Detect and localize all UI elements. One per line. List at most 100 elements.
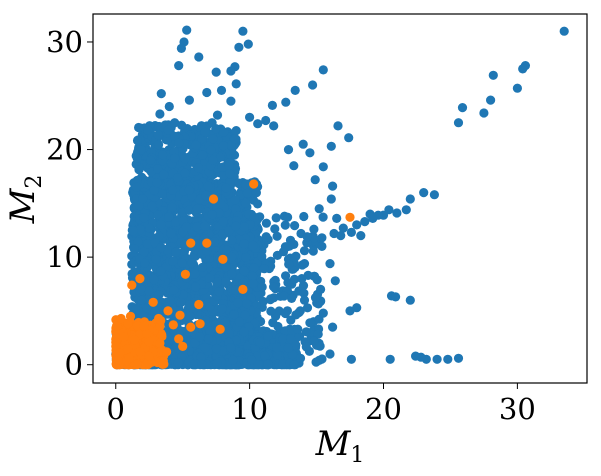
blue-point: [240, 179, 251, 190]
blue-point: [239, 222, 249, 232]
blue-point: [149, 274, 159, 285]
blue-point: [283, 343, 293, 353]
blue-point: [360, 217, 370, 227]
y-axis-label: M2: [3, 175, 47, 225]
blue-point: [283, 212, 293, 222]
blue-point: [205, 326, 215, 336]
blue-point: [241, 198, 251, 208]
blue-point: [164, 212, 174, 222]
blue-point: [241, 252, 251, 262]
blue-point: [130, 305, 140, 315]
blue-point: [140, 258, 150, 268]
blue-point: [298, 281, 309, 291]
blue-point: [208, 155, 218, 165]
blue-point: [231, 221, 241, 231]
blue-point: [290, 85, 300, 95]
blue-point: [230, 134, 240, 144]
blue-point: [248, 240, 258, 251]
orange-point: [202, 238, 212, 248]
plot-frame: [92, 13, 588, 384]
blue-point: [266, 294, 276, 304]
blue-point: [239, 266, 249, 276]
blue-point: [328, 181, 338, 191]
blue-point: [278, 359, 288, 369]
blue-point: [131, 182, 142, 192]
blue-point: [162, 135, 172, 145]
blue-point: [154, 231, 164, 241]
blue-point: [401, 205, 411, 215]
blue-point: [132, 135, 143, 146]
blue-point: [261, 115, 271, 126]
blue-point: [242, 188, 252, 198]
blue-point: [302, 303, 313, 313]
blue-point: [453, 353, 464, 363]
blue-point: [157, 189, 167, 199]
blue-point: [261, 232, 271, 242]
blue-point: [143, 125, 153, 135]
orange-point: [186, 322, 196, 332]
blue-point: [253, 360, 264, 370]
blue-point: [184, 185, 194, 195]
blue-point: [344, 133, 354, 143]
blue-point: [170, 131, 180, 141]
blue-point: [270, 224, 280, 234]
blue-point: [278, 334, 288, 344]
blue-point: [287, 293, 297, 303]
blue-point: [154, 139, 164, 150]
blue-point: [457, 103, 468, 113]
blue-point: [202, 87, 212, 98]
blue-point: [328, 322, 338, 332]
blue-point: [287, 350, 297, 360]
blue-point: [200, 221, 210, 231]
blue-point: [214, 287, 224, 297]
blue-point: [346, 354, 356, 364]
blue-point: [263, 359, 273, 369]
blue-point: [221, 183, 231, 193]
blue-point: [227, 252, 237, 262]
orange-point: [163, 306, 173, 316]
blue-point: [278, 247, 289, 257]
orange-point: [132, 321, 143, 331]
blue-point: [253, 199, 263, 209]
y-tick-label: 30: [46, 25, 83, 59]
orange-point: [154, 313, 164, 324]
blue-point: [231, 285, 241, 295]
blue-point: [212, 110, 223, 120]
orange-point: [115, 348, 125, 358]
blue-point: [312, 275, 322, 285]
blue-point: [280, 220, 290, 230]
blue-point: [134, 201, 144, 211]
blue-point: [269, 282, 279, 292]
blue-point: [559, 26, 569, 36]
blue-point: [177, 120, 187, 130]
blue-point: [279, 291, 289, 301]
blue-point: [352, 220, 362, 230]
orange-point: [195, 319, 205, 329]
blue-point: [234, 42, 244, 52]
orange-point: [116, 313, 126, 324]
blue-point: [224, 160, 234, 170]
blue-point: [168, 256, 178, 266]
blue-point: [298, 139, 308, 149]
blue-point: [365, 209, 375, 219]
orange-point: [174, 334, 184, 344]
blue-point: [212, 358, 222, 369]
blue-point: [314, 204, 324, 214]
blue-point: [185, 311, 195, 321]
blue-point: [191, 282, 201, 292]
blue-point: [171, 247, 181, 257]
orange-point: [180, 269, 190, 279]
blue-point: [392, 208, 402, 218]
blue-point: [194, 52, 204, 62]
blue-point: [297, 274, 307, 284]
blue-point: [136, 295, 147, 305]
blue-point: [176, 326, 186, 336]
orange-point: [119, 332, 129, 342]
blue-point: [156, 219, 166, 230]
x-tick-label: 20: [365, 392, 402, 426]
blue-point: [356, 231, 366, 241]
blue-point: [144, 286, 154, 296]
blue-point: [217, 162, 227, 172]
blue-point: [164, 101, 174, 112]
